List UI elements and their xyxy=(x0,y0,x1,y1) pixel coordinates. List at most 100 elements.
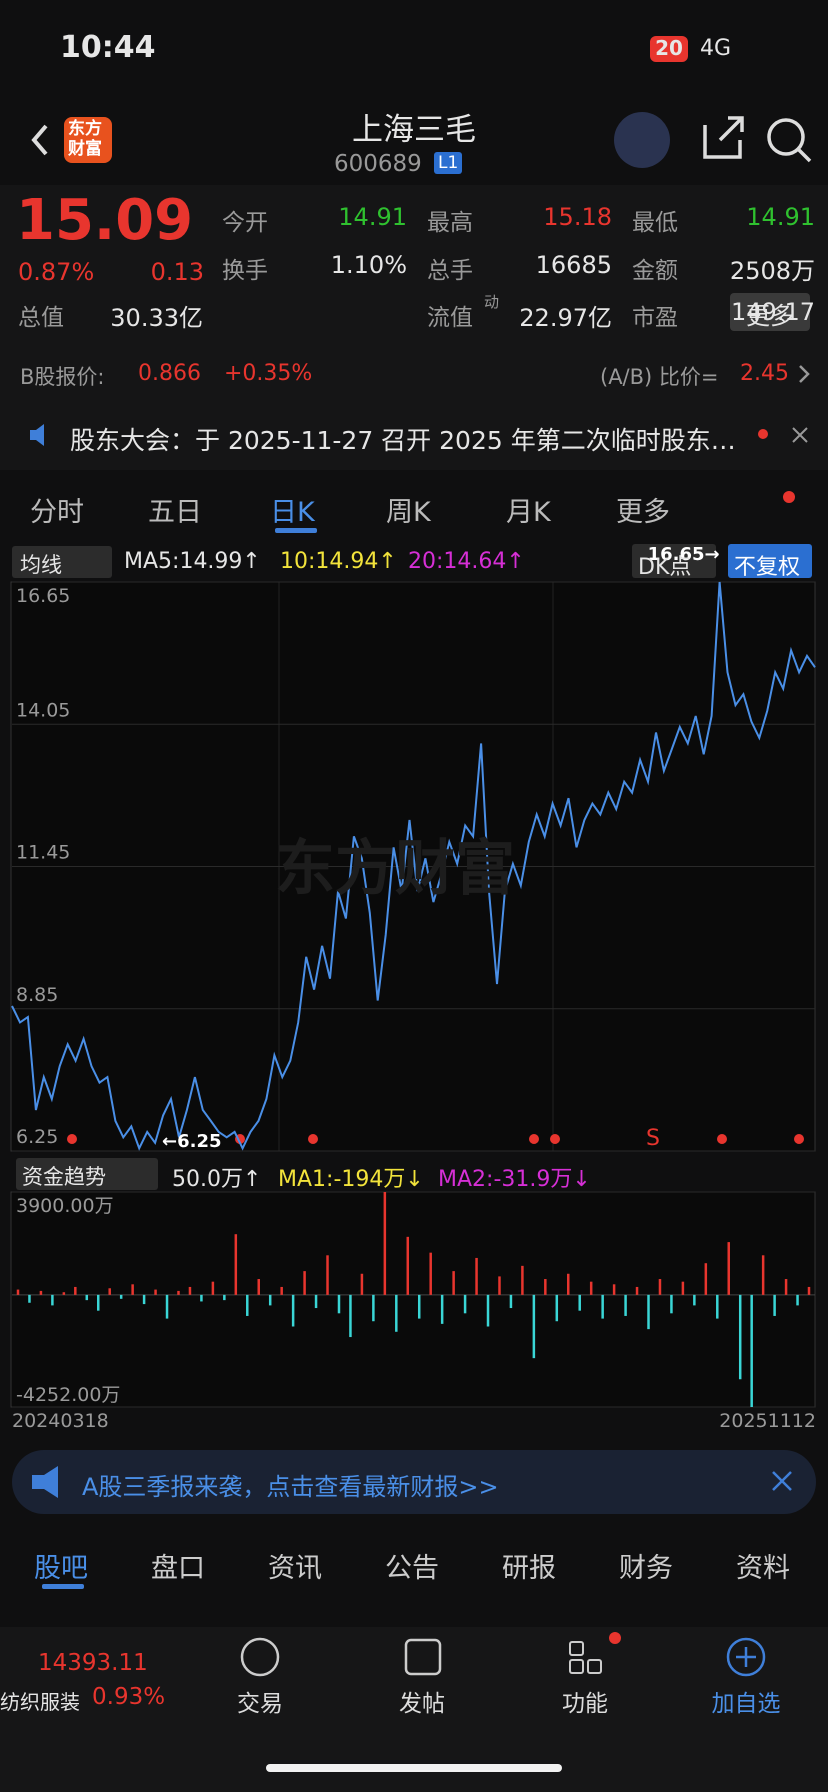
avatar[interactable] xyxy=(614,112,670,168)
signal-label: S xyxy=(646,1126,660,1151)
logo-line: 东方 xyxy=(68,119,102,139)
nav-item[interactable]: 功能 xyxy=(562,1691,608,1717)
tab-underline xyxy=(42,1584,84,1589)
chevron[interactable] xyxy=(799,365,810,383)
field-value: 14.91 xyxy=(338,203,407,231)
field-value: 14.91 xyxy=(746,203,815,231)
info-tab[interactable]: 财务 xyxy=(619,1553,673,1584)
fq-button[interactable] xyxy=(728,544,812,578)
price: 15.09 xyxy=(16,188,194,253)
y-tick-label: 3900.00万 xyxy=(16,1195,114,1217)
ma5: MA5:14.99↑ xyxy=(124,549,261,574)
field-value: 30.33亿 xyxy=(110,304,203,332)
badge xyxy=(783,491,795,503)
field-label: 金额 xyxy=(632,258,678,284)
level-badge[interactable]: L1 xyxy=(434,152,463,174)
back-icon[interactable] xyxy=(31,124,48,156)
more-label[interactable]: 更多 xyxy=(746,302,794,330)
func-icon xyxy=(569,1659,584,1674)
chart-tab[interactable]: 周K xyxy=(386,497,431,528)
field-label: 流值 xyxy=(427,305,473,331)
fq-label[interactable]: 不复权 xyxy=(734,555,801,580)
y-tick-label: 8.85 xyxy=(16,984,58,1006)
fund-selector[interactable] xyxy=(16,1158,158,1190)
clock: 10:44 xyxy=(60,30,156,65)
watermark: 东方财富 xyxy=(275,834,515,904)
ma-selector-label[interactable]: 均线 xyxy=(20,553,62,577)
dk-button[interactable] xyxy=(632,544,716,578)
fund-selector-label[interactable]: 资金趋势 xyxy=(22,1165,106,1189)
more-button[interactable] xyxy=(730,293,810,331)
horn-icon xyxy=(32,1466,58,1498)
low-label: ←6.25 xyxy=(162,1131,222,1152)
change: 0.13 xyxy=(150,258,204,286)
chart-tab[interactable]: 月K xyxy=(506,497,551,528)
y-tick-label: 16.65 xyxy=(16,585,70,607)
close-notice[interactable] xyxy=(792,427,808,443)
func-icon xyxy=(587,1659,602,1674)
change-pct: 0.87% xyxy=(18,258,95,286)
y-tick-label: 6.25 xyxy=(16,1126,58,1148)
y-tick-label: 14.05 xyxy=(16,699,70,721)
price-line xyxy=(11,581,816,1151)
tab-underline xyxy=(275,528,317,533)
add-icon xyxy=(736,1647,756,1667)
info-tab[interactable]: 股吧 xyxy=(34,1553,88,1584)
func-icon[interactable] xyxy=(569,1641,584,1656)
end-date: 20251112 xyxy=(719,1410,816,1432)
info-tab[interactable]: 资讯 xyxy=(268,1553,322,1584)
chart-tab[interactable]: 分时 xyxy=(30,497,84,528)
sector-pct: 0.93% xyxy=(92,1684,166,1710)
banner-text[interactable]: A股三季报来袭，点击查看最新财报>> xyxy=(82,1473,499,1501)
search-icon[interactable] xyxy=(767,118,805,156)
index-value: 14393.11 xyxy=(38,1650,148,1676)
sector: 纺织服装 xyxy=(0,1690,80,1714)
stock-name: 上海三毛 xyxy=(352,112,476,148)
dk-label[interactable]: DK点 xyxy=(638,555,692,580)
field-value: 16685 xyxy=(535,251,612,279)
nav-item[interactable]: 加自选 xyxy=(711,1691,781,1717)
start-date: 20240318 xyxy=(12,1410,109,1432)
nav-item[interactable]: 交易 xyxy=(237,1691,283,1717)
high-label: 16.65→ xyxy=(648,544,720,565)
ratio: 2.45 xyxy=(740,361,789,386)
info-tab[interactable]: 公告 xyxy=(385,1553,439,1584)
ratio-label: (A/B) 比价= xyxy=(600,365,719,389)
field-value: 15.18 xyxy=(543,203,612,231)
search-icon xyxy=(796,147,812,163)
chart-tab[interactable]: 日K xyxy=(270,497,315,528)
nav-item[interactable]: 发帖 xyxy=(399,1691,445,1717)
ma10: 10:14.94↑ xyxy=(280,549,397,574)
ma-selector[interactable] xyxy=(12,546,112,578)
add-icon[interactable] xyxy=(726,1637,766,1677)
info-tab[interactable]: 资料 xyxy=(736,1553,790,1584)
chart-tab[interactable]: 更多 xyxy=(616,497,670,528)
banner-bg[interactable] xyxy=(12,1450,816,1514)
y-tick-label: -4252.00万 xyxy=(16,1384,120,1406)
network: 4G xyxy=(700,36,732,61)
field-value: 2508万 xyxy=(729,257,815,285)
y-tick-label: 11.45 xyxy=(16,842,70,864)
field-value: 1.10% xyxy=(330,251,407,279)
battery-level: 20 xyxy=(655,36,683,60)
fund-ma1: MA1:-194万↓ xyxy=(278,1167,424,1192)
ma20: 20:14.64↑ xyxy=(408,549,525,574)
b-pct: +0.35% xyxy=(224,361,313,386)
post-icon[interactable] xyxy=(404,1638,442,1676)
field-label: 总值 xyxy=(18,305,64,331)
b-price: 0.866 xyxy=(138,361,201,386)
close-banner[interactable] xyxy=(772,1471,792,1491)
trade-icon[interactable] xyxy=(240,1637,280,1677)
info-tab[interactable]: 研报 xyxy=(502,1553,556,1584)
logo-line: 财富 xyxy=(68,139,102,159)
field-label: 今开 xyxy=(222,210,268,236)
field-label: 最高 xyxy=(427,210,473,236)
notice[interactable]: 股东大会：于 2025-11-27 召开 2025 年第二次临时股东… xyxy=(70,426,736,455)
info-tab[interactable]: 盘口 xyxy=(151,1553,205,1584)
chart-tab[interactable]: 五日 xyxy=(148,497,202,528)
share-icon[interactable] xyxy=(703,116,744,159)
battery xyxy=(650,36,688,62)
home-indicator xyxy=(266,1764,562,1772)
